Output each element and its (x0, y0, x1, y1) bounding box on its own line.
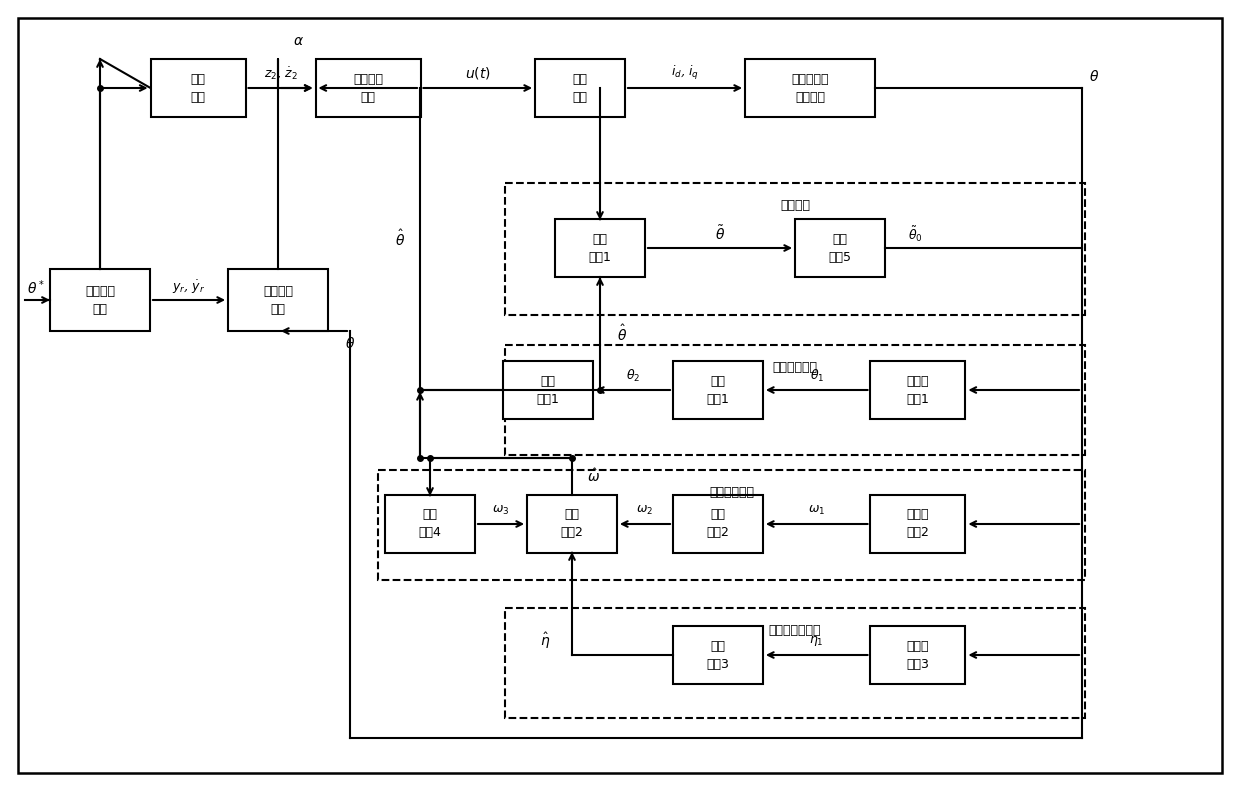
Bar (870, 495, 966, 553)
Bar (384, 495, 475, 553)
Text: $\omega_1$: $\omega_1$ (808, 503, 826, 517)
Bar (150, 59, 246, 117)
Bar (527, 495, 618, 553)
Text: $\theta_1$: $\theta_1$ (810, 368, 823, 384)
Bar (228, 269, 329, 331)
Bar (505, 183, 1085, 315)
Bar (50, 269, 150, 331)
Text: $\theta$: $\theta$ (1089, 69, 1099, 84)
Bar (505, 608, 1085, 718)
Text: 幂运算
模块2: 幂运算 模块2 (906, 509, 930, 539)
Bar (378, 470, 1085, 580)
Text: $\hat{\theta}$: $\hat{\theta}$ (616, 324, 627, 343)
Text: $\eta_1$: $\eta_1$ (810, 634, 825, 648)
Text: 比较
模块1: 比较 模块1 (589, 233, 611, 263)
Text: 比例
模块1: 比例 模块1 (707, 374, 729, 406)
Text: 幂运算
模块3: 幂运算 模块3 (906, 639, 930, 671)
Text: $u(t)$: $u(t)$ (465, 65, 491, 81)
Text: 比例
模块2: 比例 模块2 (707, 509, 729, 539)
Text: $\omega_3$: $\omega_3$ (492, 503, 510, 517)
Bar (673, 495, 763, 553)
Text: 位置估计单元: 位置估计单元 (773, 361, 817, 374)
Bar (870, 626, 966, 684)
Text: $\tilde{\theta}$: $\tilde{\theta}$ (715, 225, 725, 244)
Text: 滤波
模块: 滤波 模块 (191, 73, 206, 104)
Text: 执行
单元: 执行 单元 (573, 73, 588, 104)
Bar (673, 361, 763, 419)
Text: 总扰动估计单元: 总扰动估计单元 (769, 624, 821, 637)
Text: 幂运算
模块1: 幂运算 模块1 (906, 374, 930, 406)
Bar (505, 345, 1085, 455)
Text: $\hat{\eta}$: $\hat{\eta}$ (539, 631, 551, 651)
Text: $i_d$, $i_q$: $i_d$, $i_q$ (671, 64, 699, 82)
Text: $z_2$, $\dot{z}_2$: $z_2$, $\dot{z}_2$ (264, 66, 298, 82)
Text: 加法
模块2: 加法 模块2 (560, 509, 584, 539)
Text: 速度估计单元: 速度估计单元 (709, 486, 754, 499)
Text: 信号处理
模块: 信号处理 模块 (86, 285, 115, 316)
Text: $y_r$, $\dot{y}_r$: $y_r$, $\dot{y}_r$ (172, 278, 206, 296)
Text: 内置式永磁
同步电机: 内置式永磁 同步电机 (791, 73, 828, 104)
Text: $\theta_2$: $\theta_2$ (626, 368, 640, 384)
Bar (556, 219, 645, 277)
Bar (673, 626, 763, 684)
Text: $\theta^*$: $\theta^*$ (27, 278, 45, 297)
Text: $\hat{\theta}$: $\hat{\theta}$ (394, 229, 405, 249)
Bar (534, 59, 625, 117)
Text: $\omega_2$: $\omega_2$ (636, 503, 653, 517)
Text: 比例
模块5: 比例 模块5 (828, 233, 852, 263)
Text: $\alpha$: $\alpha$ (293, 34, 304, 48)
Text: 计算单元: 计算单元 (780, 199, 810, 212)
Bar (315, 59, 420, 117)
Text: $\hat{\omega}$: $\hat{\omega}$ (588, 468, 600, 485)
Text: 比例
模块3: 比例 模块3 (707, 639, 729, 671)
Text: $\tilde{\theta}_0$: $\tilde{\theta}_0$ (908, 224, 923, 244)
Bar (503, 361, 593, 419)
Text: 加法
模块1: 加法 模块1 (537, 374, 559, 406)
Bar (870, 361, 966, 419)
Bar (745, 59, 875, 117)
Text: 速度控制
模块: 速度控制 模块 (353, 73, 383, 104)
Text: 位置控制
模块: 位置控制 模块 (263, 285, 293, 316)
Bar (795, 219, 885, 277)
Text: 比例
模块4: 比例 模块4 (419, 509, 441, 539)
Text: $\theta$: $\theta$ (345, 335, 355, 350)
